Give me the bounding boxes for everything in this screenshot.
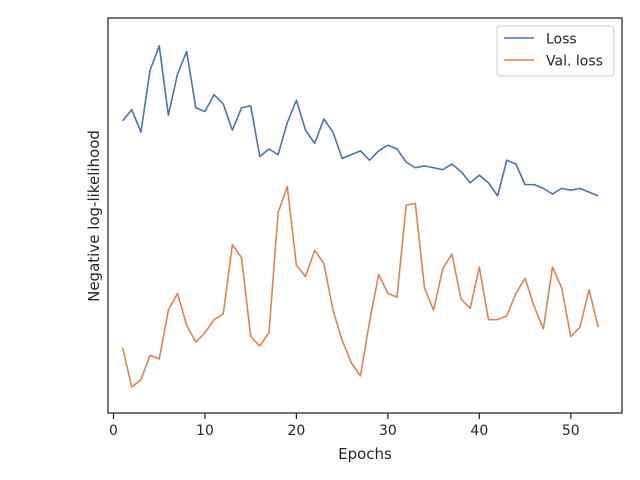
x-tick-label: 0	[109, 423, 118, 439]
x-tick-label: 40	[470, 423, 488, 439]
legend-label-val-loss: Val. loss	[546, 54, 603, 70]
legend-label-loss: Loss	[546, 32, 577, 48]
plot-area	[107, 17, 623, 414]
series-line-loss	[122, 45, 599, 197]
x-tick-label: 50	[562, 423, 580, 439]
x-tick-label: 20	[287, 423, 305, 439]
series-line-val-loss	[121, 185, 599, 388]
legend: Loss Val. loss	[496, 25, 615, 77]
x-tick-label: 10	[196, 423, 214, 439]
x-ticks: 0 10 20 30 40 50	[109, 413, 580, 439]
y-axis-label: Negative log-likelihood	[85, 130, 103, 302]
x-axis-label: Epochs	[338, 445, 392, 463]
series-lines	[121, 45, 599, 388]
x-tick-label: 30	[379, 423, 397, 439]
